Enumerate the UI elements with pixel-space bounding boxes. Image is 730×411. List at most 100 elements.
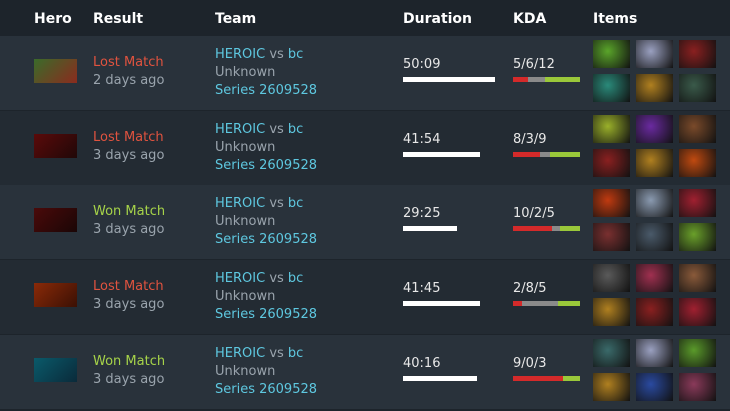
item-icon bbox=[679, 189, 716, 217]
team-away: bc bbox=[287, 271, 304, 286]
item-icon bbox=[679, 298, 716, 326]
header-duration: Duration bbox=[403, 11, 473, 27]
vs: vs bbox=[269, 122, 284, 137]
vs: vs bbox=[269, 196, 284, 211]
item-icon bbox=[679, 40, 716, 68]
league: Unknown bbox=[215, 289, 276, 304]
duration-bar bbox=[403, 376, 477, 381]
hero-icon bbox=[34, 358, 77, 382]
vs: vs bbox=[269, 346, 284, 361]
item-icon bbox=[636, 223, 673, 251]
item-icon bbox=[679, 264, 716, 292]
time-ago: 3 days ago bbox=[93, 372, 165, 387]
kda: 8/3/9 bbox=[513, 132, 547, 147]
kda-bar-segment bbox=[513, 301, 522, 306]
item-icon bbox=[636, 189, 673, 217]
kda-bar-segment bbox=[539, 152, 550, 157]
kda-bar-segment bbox=[557, 301, 580, 306]
hero-icon bbox=[34, 134, 77, 158]
duration-bar bbox=[403, 77, 495, 82]
header-items: Items bbox=[593, 11, 638, 27]
item-icon bbox=[679, 373, 716, 401]
team-away: bc bbox=[287, 47, 304, 62]
kda-bar-segment bbox=[513, 226, 553, 231]
item-icon bbox=[679, 223, 716, 251]
duration-bar bbox=[403, 226, 457, 231]
item-icon bbox=[679, 149, 716, 177]
kda: 10/2/5 bbox=[513, 206, 555, 221]
time-ago: 3 days ago bbox=[93, 297, 165, 312]
item-icon bbox=[679, 339, 716, 367]
team-away: bc bbox=[287, 122, 304, 137]
series: Series 2609528 bbox=[215, 232, 318, 247]
kda-bar-segment bbox=[513, 152, 540, 157]
item-icon bbox=[593, 40, 630, 68]
item-icon bbox=[593, 189, 630, 217]
duration: 40:16 bbox=[403, 356, 441, 371]
league: Unknown bbox=[215, 364, 276, 379]
duration-bar bbox=[403, 152, 480, 157]
item-icon bbox=[636, 298, 673, 326]
time-ago: 2 days ago bbox=[93, 73, 165, 88]
kda-bar-segment bbox=[513, 77, 528, 82]
kda: 5/6/12 bbox=[513, 57, 555, 72]
header-result: Result bbox=[93, 11, 144, 27]
match-row: Won Match 3 days ago HEROIC vs bc Unknown Se… bbox=[0, 185, 730, 259]
item-icon bbox=[679, 115, 716, 143]
series: Series 2609528 bbox=[215, 83, 318, 98]
teams: HEROIC vs bc bbox=[215, 271, 303, 286]
teams: HEROIC vs bc bbox=[215, 122, 303, 137]
result: Won Match bbox=[93, 204, 166, 219]
vs: vs bbox=[269, 47, 284, 62]
item-icon bbox=[679, 74, 716, 102]
series: Series 2609528 bbox=[215, 307, 318, 322]
item-icon bbox=[636, 40, 673, 68]
item-icon bbox=[636, 339, 673, 367]
league: Unknown bbox=[215, 65, 276, 80]
item-icon bbox=[636, 264, 673, 292]
item-icon bbox=[593, 74, 630, 102]
team-away: bc bbox=[287, 346, 304, 361]
series: Series 2609528 bbox=[215, 158, 318, 173]
kda-bar-segment bbox=[560, 226, 580, 231]
hero-icon bbox=[34, 59, 77, 83]
kda-bar-segment bbox=[527, 77, 546, 82]
result: Won Match bbox=[93, 354, 166, 369]
league: Unknown bbox=[215, 140, 276, 155]
teams: HEROIC vs bc bbox=[215, 47, 303, 62]
duration: 41:45 bbox=[403, 281, 441, 296]
header-hero: Hero bbox=[34, 11, 72, 27]
item-icon bbox=[593, 339, 630, 367]
kda-bar-segment bbox=[552, 226, 561, 231]
team-home: HEROIC bbox=[215, 47, 266, 62]
item-icon bbox=[593, 373, 630, 401]
series: Series 2609528 bbox=[215, 382, 318, 397]
kda: 2/8/5 bbox=[513, 281, 547, 296]
team-home: HEROIC bbox=[215, 346, 266, 361]
item-icon bbox=[593, 298, 630, 326]
vs: vs bbox=[269, 271, 284, 286]
teams: HEROIC vs bc bbox=[215, 346, 303, 361]
header-kda: KDA bbox=[513, 11, 547, 27]
kda: 9/0/3 bbox=[513, 356, 547, 371]
match-row: Lost Match 3 days ago HEROIC vs bc Unknown S… bbox=[0, 260, 730, 334]
result: Lost Match bbox=[93, 279, 164, 294]
team-away: bc bbox=[287, 196, 304, 211]
duration: 50:09 bbox=[403, 57, 441, 72]
result: Lost Match bbox=[93, 55, 164, 70]
kda-bar-segment bbox=[513, 376, 564, 381]
hero-icon bbox=[34, 208, 77, 232]
duration: 29:25 bbox=[403, 206, 441, 221]
team-home: HEROIC bbox=[215, 122, 266, 137]
kda-bar-segment bbox=[521, 301, 558, 306]
item-icon bbox=[636, 373, 673, 401]
kda-bar-segment bbox=[563, 376, 580, 381]
item-icon bbox=[593, 264, 630, 292]
item-icon bbox=[593, 223, 630, 251]
team-home: HEROIC bbox=[215, 271, 266, 286]
header-team: Team bbox=[215, 11, 257, 27]
team-home: HEROIC bbox=[215, 196, 266, 211]
item-icon bbox=[636, 74, 673, 102]
time-ago: 3 days ago bbox=[93, 148, 165, 163]
